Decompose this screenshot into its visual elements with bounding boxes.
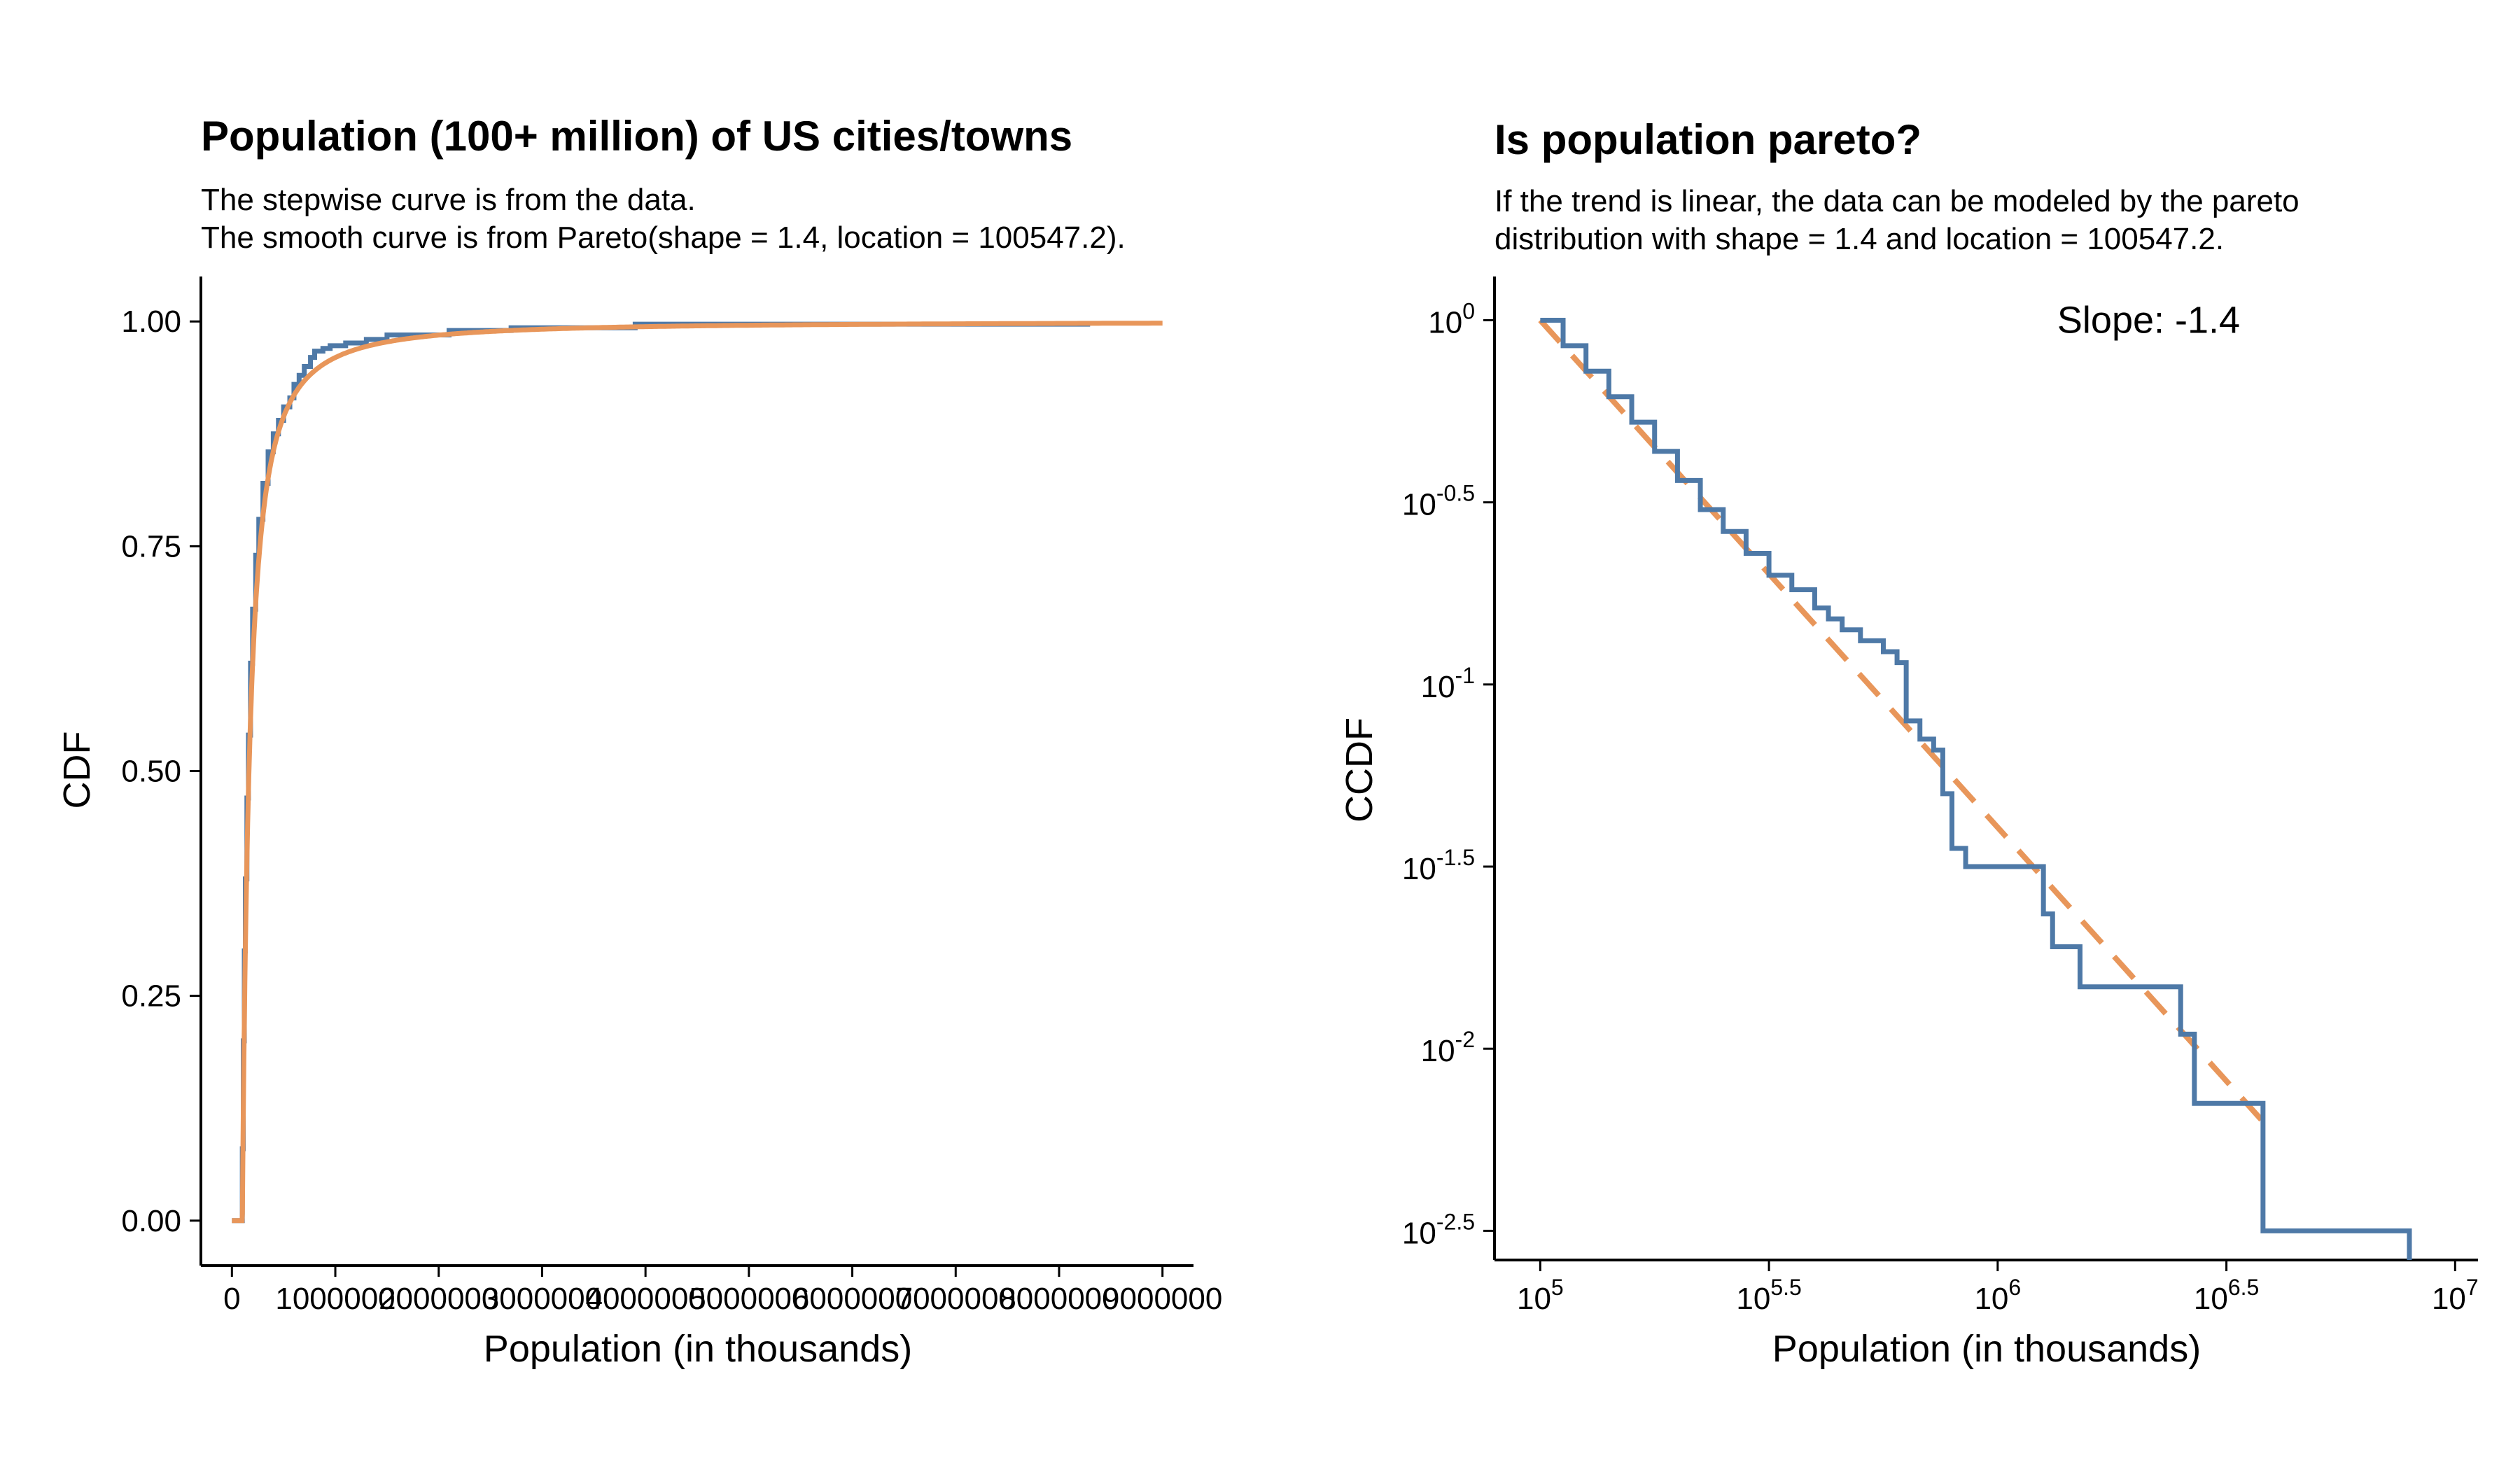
- ccdf-x-tick-label: 105: [1517, 1275, 1564, 1316]
- cdf-y-tick-label: 0.00: [121, 1204, 181, 1238]
- ccdf-y-tick-label: 10-1: [1421, 663, 1475, 704]
- cdf-y-tick-label: 0.25: [121, 979, 181, 1014]
- cdf-x-tick-label: 5000000: [689, 1282, 808, 1316]
- ccdf-x-tick-label: 105.5: [1736, 1275, 1801, 1316]
- ccdf-x-axis-label: Population (in thousands): [1772, 1328, 2201, 1370]
- cdf-y-tick-label: 1.00: [121, 304, 181, 339]
- cdf-x-tick-label: 9000000: [1102, 1282, 1222, 1316]
- ccdf-y-tick-label: 10-2: [1421, 1027, 1475, 1068]
- ccdf-y-axis-label: CCDF: [1338, 718, 1380, 822]
- ccdf-y-tick-label: 10-0.5: [1402, 481, 1475, 522]
- slope-annotation: Slope: -1.4: [2057, 299, 2240, 341]
- cdf-x-tick-label: 7000000: [896, 1282, 1016, 1316]
- ccdf-chart-subtitle-line1: If the trend is linear, the data can be …: [1494, 184, 2300, 218]
- cdf-chart-title: Population (100+ million) of US cities/t…: [201, 113, 1072, 160]
- ccdf-y-tick-label: 10-1.5: [1402, 845, 1475, 886]
- cdf-x-tick-label: 4000000: [585, 1282, 705, 1316]
- ccdf-y-tick-label: 100: [1428, 298, 1475, 340]
- cdf-data-step-line: [232, 324, 1090, 1221]
- ccdf-y-tick-label: 10-2.5: [1402, 1209, 1475, 1250]
- cdf-y-tick-label: 0.50: [121, 755, 181, 789]
- cdf-plot-area: 0.00 0.25 0.50 0.75 1.00 0 1000000200000030000…: [121, 276, 1222, 1316]
- cdf-pareto-fit-line: [232, 323, 1162, 1221]
- cdf-chart-subtitle-line2: The smooth curve is from Pareto(shape = …: [201, 220, 1126, 255]
- ccdf-x-tick-label: 106: [1974, 1275, 2021, 1316]
- ccdf-plot-area: 100 10-0.5 10-1 10-1.5 10-2 10-2.5 105 105.5 106…: [1402, 276, 2479, 1316]
- cdf-chart-subtitle-line1: The stepwise curve is from the data.: [201, 183, 696, 217]
- cdf-x-tick-label: 8000000: [999, 1282, 1119, 1316]
- cdf-x-tick-label: 3000000: [482, 1282, 602, 1316]
- cdf-x-tick-label: 2000000: [379, 1282, 498, 1316]
- ccdf-pareto-fit-line: [1540, 320, 2263, 1121]
- ccdf-x-tick-label: 106.5: [2194, 1275, 2259, 1316]
- cdf-panel: Population (100+ million) of US cities/t…: [56, 113, 1222, 1370]
- cdf-y-axis-label: CDF: [56, 732, 98, 809]
- ccdf-panel: Is population pareto? If the trend is li…: [1338, 116, 2479, 1370]
- cdf-x-tick-label: 6000000: [792, 1282, 912, 1316]
- ccdf-x-tick-label: 107: [2432, 1275, 2479, 1316]
- ccdf-chart-subtitle-line2: distribution with shape = 1.4 and locati…: [1494, 222, 2224, 256]
- cdf-y-tick-label: 0.75: [121, 529, 181, 564]
- ccdf-chart-title: Is population pareto?: [1494, 116, 1921, 163]
- cdf-x-axis-label: Population (in thousands): [484, 1328, 912, 1370]
- cdf-x-tick-label: 0: [223, 1282, 240, 1316]
- cdf-x-tick-label: 1000000: [275, 1282, 395, 1316]
